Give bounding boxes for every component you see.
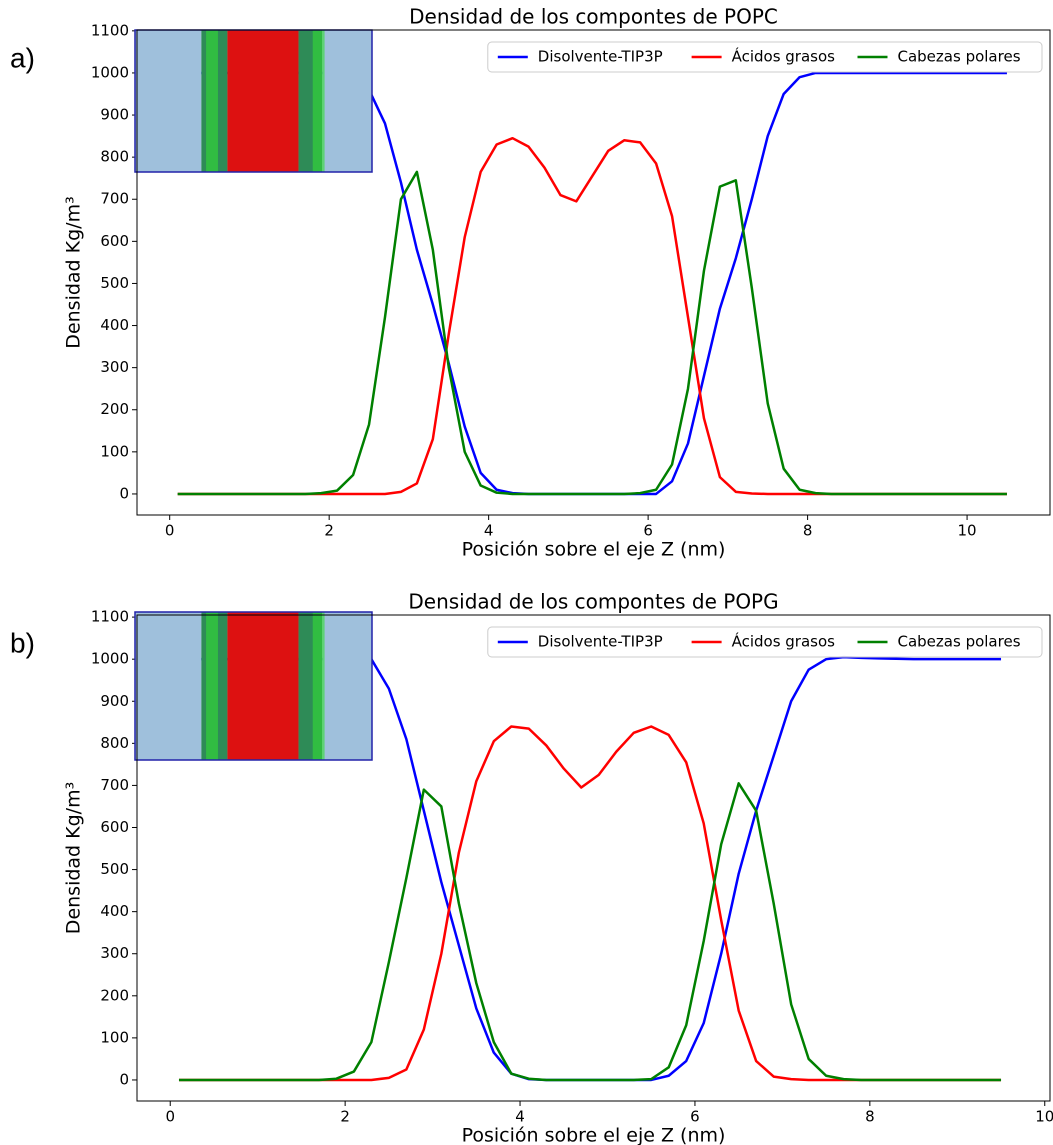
y-tick-label: 200 — [100, 986, 129, 1004]
y-tick-label: 0 — [119, 1070, 129, 1088]
series-line — [178, 725, 1002, 1082]
legend-box — [487, 626, 1043, 658]
inset-layer — [322, 612, 372, 760]
membrane-inset — [134, 29, 373, 173]
inset-layer — [135, 30, 202, 172]
axes-frame — [136, 614, 1051, 1102]
axes-frame — [136, 29, 1051, 516]
x-tick-label: 4 — [515, 1108, 525, 1126]
y-axis-title: Densidad Kg/m³ — [63, 196, 85, 348]
x-tick-label: 6 — [643, 522, 653, 540]
y-tick-label: 800 — [100, 148, 129, 166]
y-tick-label: 700 — [100, 190, 129, 208]
y-tick-label: 1000 — [91, 63, 129, 81]
inset-headgroup — [206, 30, 218, 172]
inset-layer — [322, 30, 372, 172]
legend-label: Ácidos grasos — [732, 47, 836, 66]
x-tick-label: 0 — [165, 1108, 175, 1126]
x-tick-label: 8 — [803, 522, 813, 540]
y-tick-label: 1100 — [91, 21, 129, 39]
y-tick-label: 0 — [119, 484, 129, 502]
legend: Disolvente-TIP3P Ácidos grasos Cabezas pol… — [487, 626, 1043, 658]
y-tick-label: 100 — [100, 1028, 129, 1046]
y-tick-label: 600 — [100, 818, 129, 836]
y-tick-label: 1000 — [91, 650, 129, 668]
y-tick-label: 400 — [100, 902, 129, 920]
legend-label: Cabezas polares — [898, 48, 1021, 66]
y-tick-label: 500 — [100, 274, 129, 292]
y-tick-label: 300 — [100, 358, 129, 376]
chart-title: Densidad de los compontes de POPG — [408, 590, 778, 614]
y-tick-label: 500 — [100, 860, 129, 878]
x-tick-label: 2 — [324, 522, 334, 540]
legend: Disolvente-TIP3P Ácidos grasos Cabezas pol… — [487, 41, 1043, 73]
inset-border — [134, 611, 373, 761]
y-tick-label: 200 — [100, 400, 129, 418]
chart-title: Densidad de los compontes de POPC — [409, 5, 778, 29]
y-tick-label: 800 — [100, 734, 129, 752]
series-line — [178, 782, 1002, 1082]
y-tick-label: 100 — [100, 442, 129, 460]
x-tick-label: 10 — [1035, 1108, 1053, 1126]
x-tick-label: 10 — [958, 522, 977, 540]
inset-layer — [227, 612, 299, 760]
inset-headgroup — [312, 612, 325, 760]
x-tick-label: 6 — [690, 1108, 700, 1126]
panel-label: a) — [10, 42, 35, 73]
x-axis-title: Posición sobre el eje Z (nm) — [462, 1125, 726, 1145]
x-tick-label: 2 — [340, 1108, 350, 1126]
legend-label: Ácidos grasos — [732, 632, 836, 651]
y-axis-title: Densidad Kg/m³ — [63, 782, 85, 934]
y-tick-label: 700 — [100, 776, 129, 794]
inset-layer — [135, 612, 202, 760]
membrane-inset — [134, 611, 373, 761]
x-axis-title: Posición sobre el eje Z (nm) — [462, 539, 726, 561]
legend-label: Disolvente-TIP3P — [538, 633, 663, 651]
legend-box — [487, 41, 1043, 73]
y-tick-label: 600 — [100, 232, 129, 250]
y-tick-label: 1100 — [91, 608, 129, 626]
y-tick-label: 900 — [100, 692, 129, 710]
x-tick-label: 8 — [865, 1108, 875, 1126]
y-tick-label: 900 — [100, 106, 129, 124]
inset-headgroup — [312, 30, 325, 172]
inset-headgroup — [206, 612, 218, 760]
series-line — [177, 136, 1007, 496]
legend-label: Cabezas polares — [898, 633, 1021, 651]
legend-label: Disolvente-TIP3P — [538, 48, 663, 66]
y-tick-label: 400 — [100, 316, 129, 334]
x-tick-label: 4 — [484, 522, 494, 540]
x-tick-label: 0 — [165, 522, 175, 540]
y-tick-label: 300 — [100, 944, 129, 962]
series-line — [177, 170, 1007, 496]
inset-layer — [227, 30, 299, 172]
panel-label: b) — [10, 627, 35, 658]
